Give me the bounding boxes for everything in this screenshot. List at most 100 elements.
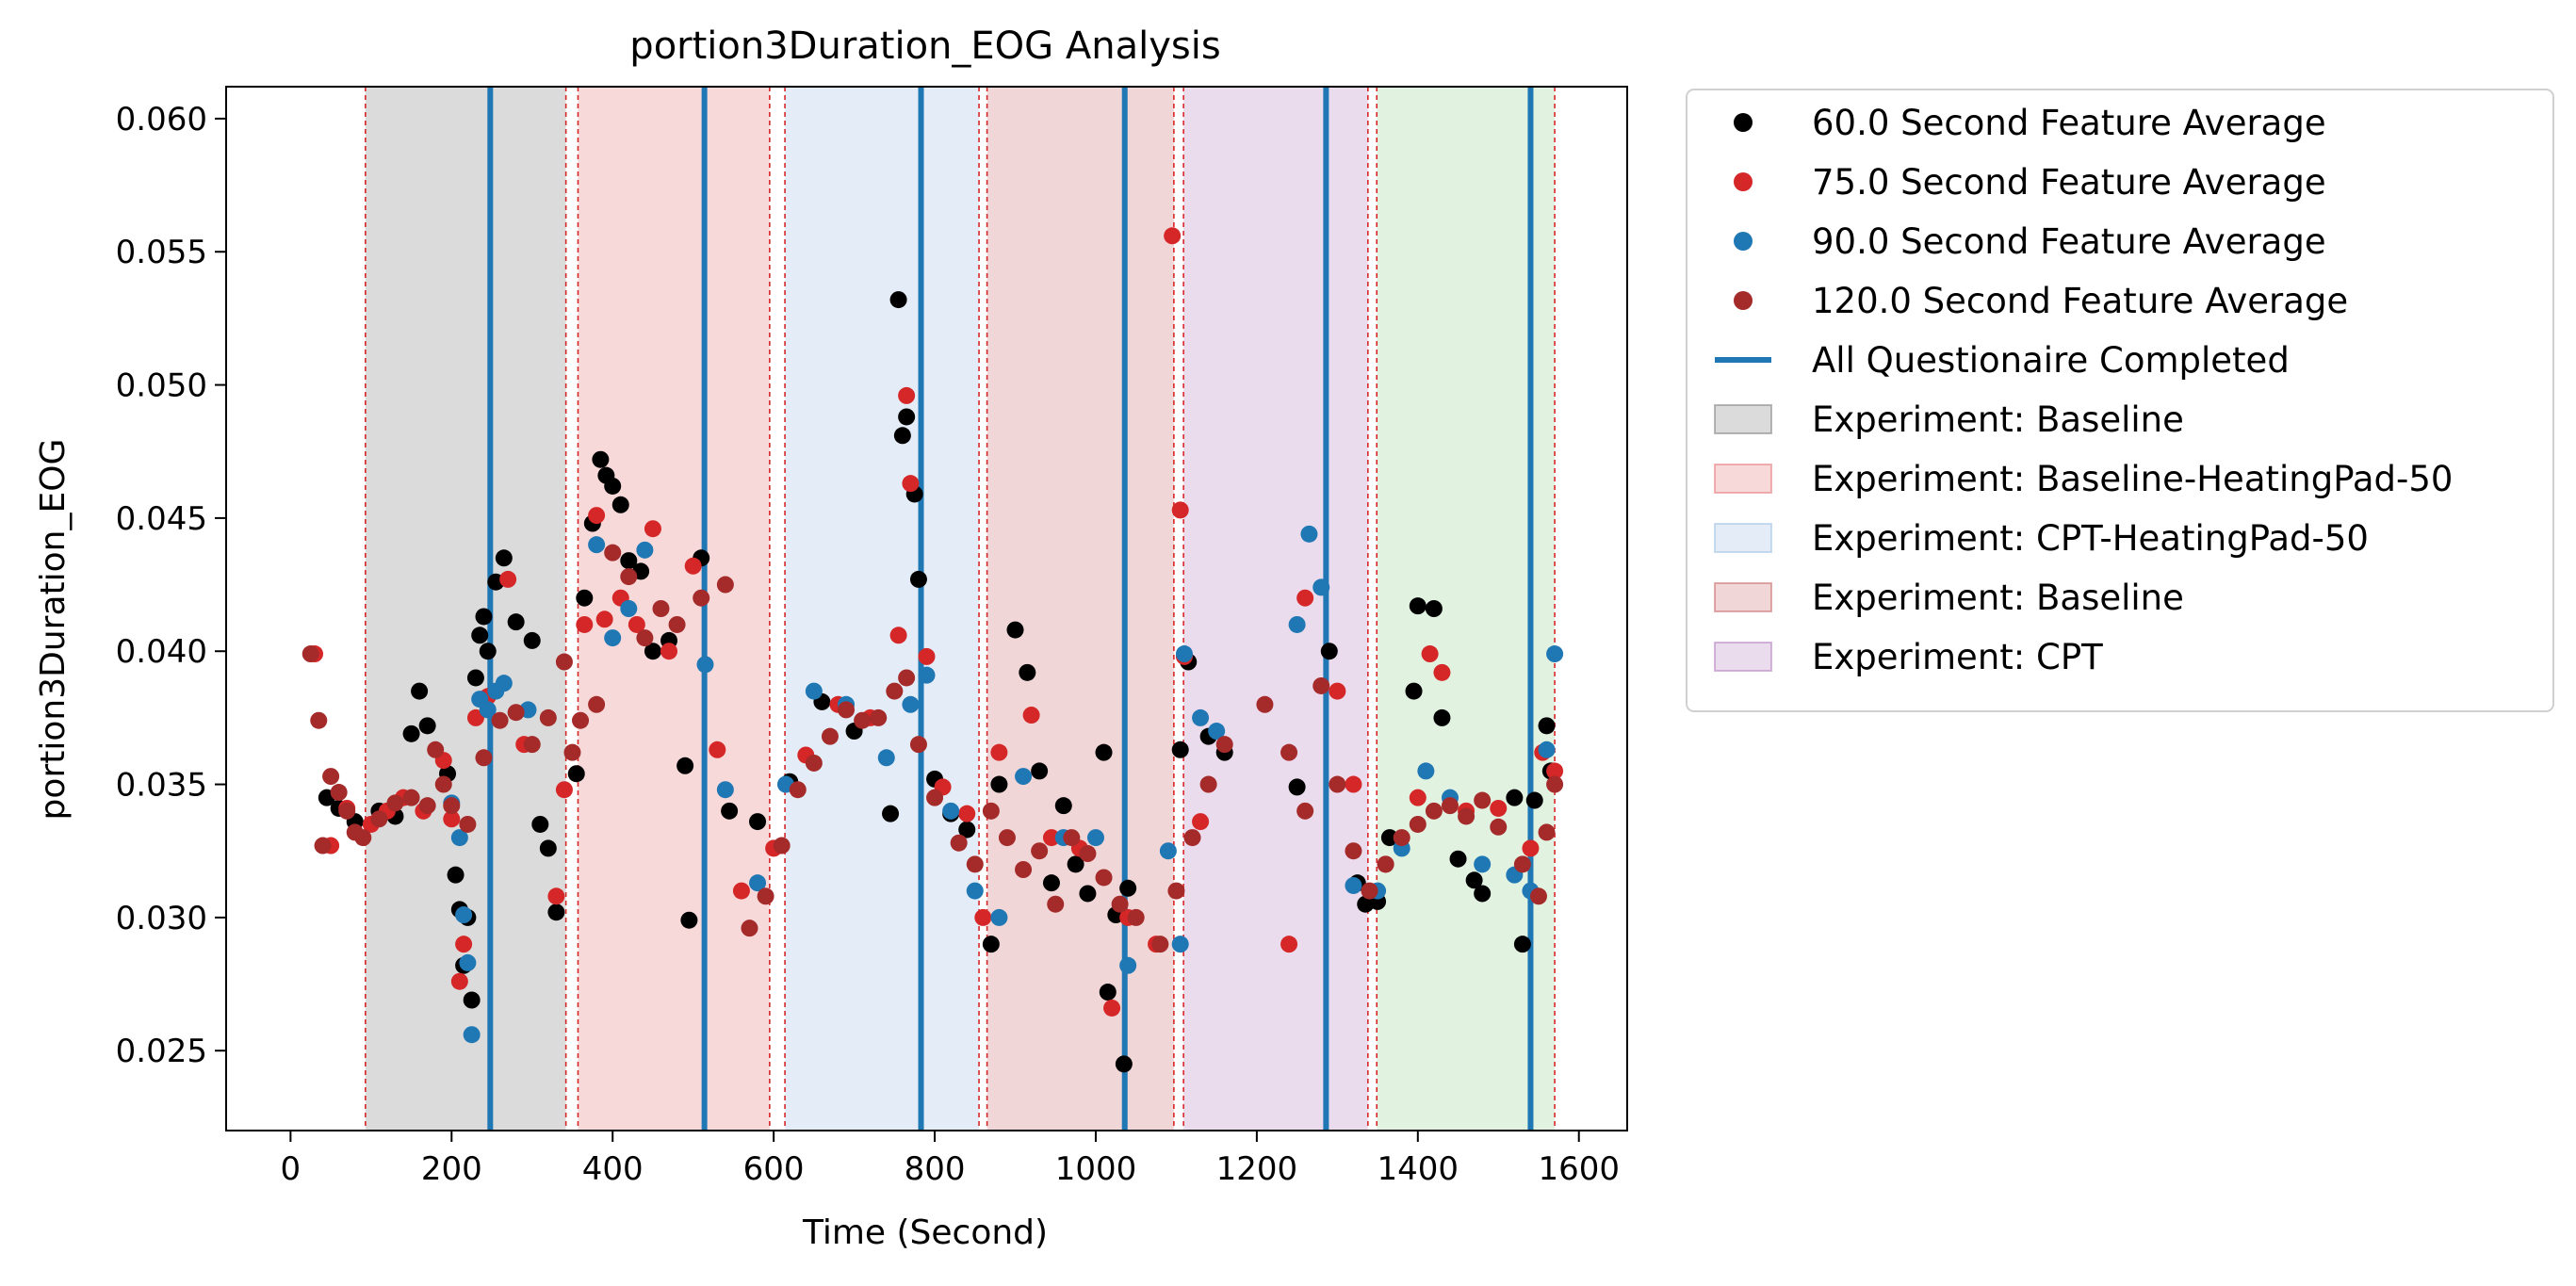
data-point-series-1	[411, 682, 429, 700]
data-point-series-1	[611, 496, 629, 513]
data-point-series-2	[547, 887, 565, 905]
data-point-series-4	[668, 615, 686, 633]
x-tick-label: 1600	[1538, 1150, 1620, 1188]
data-point-series-2	[684, 557, 702, 575]
data-point-series-4	[1393, 829, 1410, 847]
data-point-series-4	[1474, 791, 1492, 809]
data-point-series-4	[716, 576, 734, 594]
data-point-series-1	[604, 477, 622, 495]
data-point-series-3	[1474, 855, 1492, 873]
data-point-series-4	[1312, 676, 1330, 694]
data-point-series-4	[539, 708, 557, 726]
legend-marker	[1734, 232, 1753, 251]
data-point-series-1	[1288, 778, 1306, 796]
data-point-series-3	[1015, 768, 1033, 786]
data-point-series-4	[563, 743, 581, 761]
data-point-series-4	[475, 749, 493, 767]
data-point-series-3	[1119, 956, 1137, 974]
legend-label: Experiment: CPT-HeatingPad-50	[1812, 518, 2369, 559]
data-point-series-1	[1465, 871, 1483, 889]
phase-boundary-lines	[365, 87, 1556, 1131]
data-point-series-4	[1079, 845, 1097, 863]
data-point-series-3	[966, 882, 984, 900]
data-point-series-2	[576, 615, 594, 633]
legend-patch-swatch	[1714, 523, 1772, 553]
data-point-series-1	[567, 765, 585, 783]
data-point-series-2	[1490, 799, 1508, 817]
data-point-series-1	[1079, 885, 1097, 903]
legend-marker	[1734, 172, 1753, 191]
x-tick-label: 400	[582, 1150, 644, 1188]
data-point-series-1	[1099, 984, 1117, 1001]
data-point-series-2	[499, 570, 517, 588]
data-point-series-4	[1151, 936, 1169, 953]
data-point-series-1	[1409, 597, 1427, 615]
data-point-series-1	[677, 757, 694, 774]
data-point-series-4	[757, 887, 774, 905]
data-point-series-2	[974, 908, 992, 926]
data-point-series-4	[310, 711, 328, 729]
data-point-series-3	[495, 675, 513, 692]
data-point-series-2	[732, 882, 750, 900]
y-tick-label: 0.035	[116, 767, 207, 805]
data-point-series-4	[1458, 807, 1475, 825]
data-point-series-4	[1256, 695, 1274, 713]
data-point-series-4	[1280, 743, 1298, 761]
data-point-series-1	[889, 291, 907, 309]
phase-band-1	[365, 87, 566, 1131]
x-tick-label: 800	[905, 1150, 966, 1188]
data-point-series-3	[636, 541, 654, 559]
data-point-series-4	[386, 794, 404, 812]
data-point-series-2	[1329, 682, 1346, 700]
data-point-series-2	[1421, 645, 1439, 663]
data-point-series-1	[1425, 600, 1443, 617]
data-point-series-4	[652, 600, 670, 617]
data-points	[302, 227, 1564, 1073]
data-point-series-3	[1345, 876, 1362, 894]
data-point-series-2	[889, 627, 907, 644]
data-point-series-4	[443, 797, 461, 815]
data-point-series-1	[1031, 762, 1049, 780]
legend-marker	[1734, 113, 1753, 132]
data-point-series-2	[1433, 663, 1451, 681]
data-point-series-4	[427, 741, 445, 758]
data-point-series-2	[1522, 839, 1540, 857]
data-point-series-4	[870, 708, 888, 726]
data-point-series-4	[338, 802, 356, 820]
legend: 60.0 Second Feature Average 75.0 Second F…	[1686, 89, 2554, 712]
data-point-series-4	[1546, 775, 1564, 793]
data-point-series-1	[1449, 850, 1467, 868]
data-point-series-2	[1164, 227, 1182, 245]
data-point-series-2	[1103, 999, 1121, 1017]
data-point-series-4	[636, 629, 654, 647]
data-point-series-3	[918, 666, 936, 684]
data-point-series-1	[1042, 874, 1060, 892]
data-point-series-2	[709, 741, 726, 758]
data-point-series-3	[1159, 842, 1177, 860]
data-point-series-1	[982, 936, 1000, 953]
data-point-series-4	[491, 711, 509, 729]
data-point-series-1	[721, 802, 739, 820]
data-point-series-1	[1171, 741, 1189, 758]
data-point-series-2	[660, 643, 678, 660]
data-point-series-1	[592, 450, 610, 468]
data-point-series-2	[1409, 789, 1427, 806]
phase-band-5	[1183, 87, 1368, 1131]
data-point-series-1	[475, 608, 493, 626]
x-axis: 0 200 400 600 800 1000 1200 1400 1600	[281, 1131, 1620, 1188]
data-point-series-2	[1192, 813, 1210, 831]
data-point-series-1	[882, 805, 900, 822]
data-point-series-4	[1031, 842, 1049, 860]
legend-label: 60.0 Second Feature Average	[1812, 103, 2326, 143]
data-point-series-3	[1288, 615, 1306, 633]
y-tick-label: 0.030	[116, 900, 207, 937]
data-point-series-1	[539, 839, 557, 857]
data-point-series-3	[479, 701, 497, 719]
data-point-series-3	[902, 695, 920, 713]
data-point-series-1	[1380, 829, 1398, 847]
y-tick-label: 0.045	[116, 500, 207, 538]
data-point-series-2	[443, 810, 461, 828]
legend-label: Experiment: CPT	[1812, 637, 2103, 677]
data-point-series-1	[418, 717, 436, 735]
data-point-series-2	[1546, 762, 1564, 780]
